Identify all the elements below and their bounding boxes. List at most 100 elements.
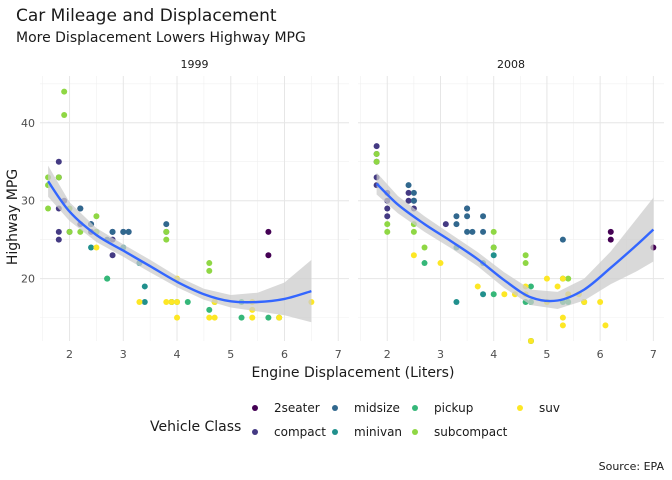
data-point-compact — [442, 221, 449, 228]
x-tick-label: 3 — [120, 348, 127, 361]
data-point-midsize — [120, 228, 127, 235]
facet-strip-label: 1999 — [181, 58, 209, 71]
data-point-midsize — [410, 189, 417, 196]
data-point-minivan — [490, 252, 497, 259]
legend-title: Vehicle Class — [150, 419, 241, 435]
data-point-subcompact — [410, 228, 417, 235]
data-point-compact — [384, 213, 391, 220]
x-tick-label: 2 — [384, 348, 391, 361]
data-point-midsize — [464, 228, 471, 235]
data-point-subcompact — [206, 260, 213, 267]
data-point-suv — [410, 252, 417, 259]
data-point-minivan — [453, 299, 460, 306]
data-point-suv — [474, 283, 481, 290]
data-point-subcompact — [384, 228, 391, 235]
x-tick-label: 7 — [650, 348, 657, 361]
legend-item-minivan: minivan — [332, 425, 402, 439]
data-point-subcompact — [66, 228, 73, 235]
data-point-midsize — [480, 213, 487, 220]
data-point-subcompact — [45, 205, 52, 212]
legend-item-midsize: midsize — [332, 401, 400, 415]
data-point-suv — [602, 322, 609, 329]
legend-key — [412, 429, 418, 435]
data-point-suv — [163, 299, 170, 306]
data-point-midsize — [125, 228, 132, 235]
smooth-line — [375, 182, 655, 303]
legend-item-suv: suv — [517, 401, 560, 415]
legend-item-2seater: 2seater — [252, 401, 320, 415]
data-point-pickup — [104, 275, 111, 282]
legend-label: subcompact — [434, 425, 508, 439]
data-point-2seater — [607, 236, 614, 243]
data-point-compact — [405, 197, 412, 204]
data-point-suv — [559, 322, 566, 329]
data-point-suv — [93, 244, 100, 251]
data-point-2seater — [265, 228, 272, 235]
legend-item-subcompact: subcompact — [412, 425, 508, 439]
data-point-midsize — [163, 221, 170, 228]
data-point-suv — [206, 314, 213, 321]
data-point-suv — [168, 299, 175, 306]
data-point-subcompact — [61, 88, 68, 95]
data-point-suv — [136, 299, 143, 306]
data-point-midsize — [77, 205, 84, 212]
data-point-subcompact — [93, 213, 100, 220]
legend-key — [332, 405, 338, 411]
data-point-2seater — [607, 228, 614, 235]
data-point-subcompact — [565, 275, 572, 282]
data-point-suv — [437, 260, 444, 267]
data-point-compact — [55, 228, 62, 235]
data-point-pickup — [421, 260, 428, 267]
legend-label: compact — [274, 425, 326, 439]
data-point-subcompact — [490, 244, 497, 251]
data-point-subcompact — [522, 260, 529, 267]
legend-label: 2seater — [274, 401, 320, 415]
facet-panel-1999: 1999 2 3 4 5 6 7 20 30 40 — [21, 58, 349, 361]
data-point-suv — [174, 314, 181, 321]
data-point-suv — [559, 314, 566, 321]
legend-key — [412, 405, 418, 411]
data-point-minivan — [480, 291, 487, 298]
x-tick-label: 6 — [281, 348, 288, 361]
x-tick-label: 5 — [543, 348, 550, 361]
legend-label: pickup — [434, 401, 473, 415]
data-point-subcompact — [384, 221, 391, 228]
data-point-suv — [559, 275, 566, 282]
data-point-compact — [405, 189, 412, 196]
x-tick-label: 3 — [437, 348, 444, 361]
legend-label: midsize — [354, 401, 400, 415]
data-point-subcompact — [522, 252, 529, 259]
x-tick-label: 4 — [490, 348, 497, 361]
facet-panels: 1999 2 3 4 5 6 7 20 30 40 2008 2 3 4 5 6 7 — [21, 58, 664, 361]
data-point-suv — [211, 314, 218, 321]
data-point-midsize — [464, 205, 471, 212]
x-tick-label: 6 — [597, 348, 604, 361]
data-point-midsize — [453, 221, 460, 228]
data-point-subcompact — [373, 150, 380, 157]
data-point-midsize — [109, 228, 116, 235]
legend-key — [252, 405, 258, 411]
data-point-compact — [109, 252, 116, 259]
legend: 2seater compact midsize minivan pickup subcom… — [252, 401, 560, 439]
y-tick-label: 30 — [21, 195, 35, 208]
legend-label: minivan — [354, 425, 402, 439]
caption: Source: EPA — [599, 460, 665, 473]
x-tick-label: 5 — [227, 348, 234, 361]
facet-panel-2008: 2008 2 3 4 5 6 7 — [358, 58, 664, 361]
legend-item-pickup: pickup — [412, 401, 473, 415]
data-point-pickup — [265, 314, 272, 321]
data-point-suv — [554, 283, 561, 290]
data-point-midsize — [559, 236, 566, 243]
confidence-band — [376, 172, 654, 309]
data-point-pickup — [184, 299, 191, 306]
data-point-suv — [597, 299, 604, 306]
x-tick-label: 2 — [66, 348, 73, 361]
data-point-suv — [249, 314, 256, 321]
data-point-subcompact — [421, 244, 428, 251]
data-point-suv — [501, 291, 508, 298]
legend-label: suv — [539, 401, 560, 415]
data-point-compact — [384, 205, 391, 212]
data-point-subcompact — [61, 111, 68, 118]
data-point-midsize — [410, 197, 417, 204]
